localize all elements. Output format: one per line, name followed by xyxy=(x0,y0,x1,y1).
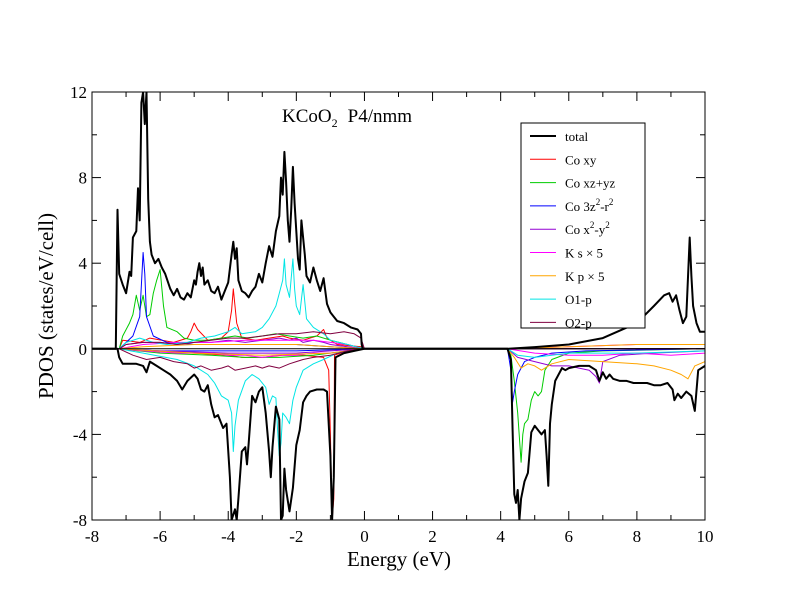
y-tick-label: 4 xyxy=(79,254,88,273)
series-co-xz-yz-up xyxy=(92,269,705,350)
x-tick-label: -4 xyxy=(221,527,236,546)
x-tick-label: -2 xyxy=(289,527,303,546)
y-tick-label: 0 xyxy=(79,340,88,359)
y-tick-label: -8 xyxy=(73,511,87,530)
y-axis-ticks: -8 -4 0 4 8 12 xyxy=(70,83,705,530)
legend-label-o2-p: O2-p xyxy=(565,315,592,330)
x-axis-label: Energy (eV) xyxy=(347,547,451,571)
x-tick-label: -8 xyxy=(85,527,99,546)
legend-label-co-x: Co x2-y2 xyxy=(565,220,610,237)
series-o2-p-down xyxy=(92,348,705,371)
series-k-p-x5-up xyxy=(92,344,705,350)
x-tick-label: 8 xyxy=(633,527,642,546)
legend-label-o1-p: O1-p xyxy=(565,292,592,307)
chart-title: KCoO2 P4/nmm xyxy=(282,106,412,130)
legend-label-co-xy: Co xy xyxy=(565,152,597,167)
series-layer xyxy=(92,92,705,520)
series-k-p-x5-down xyxy=(92,348,705,380)
series-co-xz-yz-down xyxy=(92,348,705,463)
x-tick-label: 6 xyxy=(565,527,574,546)
legend-label-co-xz-yz: Co xz+yz xyxy=(565,176,616,191)
legend-label-co-3z: Co 3z2-r2 xyxy=(565,197,613,214)
series-co-xy-up xyxy=(92,288,705,350)
y-tick-label: 8 xyxy=(79,169,88,188)
legend-label-total: total xyxy=(565,129,588,144)
x-tick-label: -6 xyxy=(153,527,167,546)
y-axis-label: PDOS (states/eV/cell) xyxy=(34,213,58,399)
series-co-x2-y2-down xyxy=(92,348,705,384)
series-total-down xyxy=(92,347,705,520)
series-o2-p-up xyxy=(92,331,705,350)
legend-label-k-p-5: K p × 5 xyxy=(565,269,604,284)
x-tick-label: 2 xyxy=(428,527,437,546)
x-tick-label: 0 xyxy=(360,527,369,546)
y-tick-label: -4 xyxy=(73,425,88,444)
y-tick-label: 12 xyxy=(70,83,87,102)
legend: total Co xy Co xz+yz Co 3z2-r2 Co x2-y2 K s ×… xyxy=(520,122,646,330)
legend-label-k-s-5: K s × 5 xyxy=(565,246,603,261)
x-tick-label: 4 xyxy=(496,527,505,546)
x-tick-label: 10 xyxy=(697,527,714,546)
x-axis-ticks: -8 -6 -4 -2 0 2 4 6 8 10 xyxy=(85,92,714,546)
legend-box xyxy=(520,122,646,329)
